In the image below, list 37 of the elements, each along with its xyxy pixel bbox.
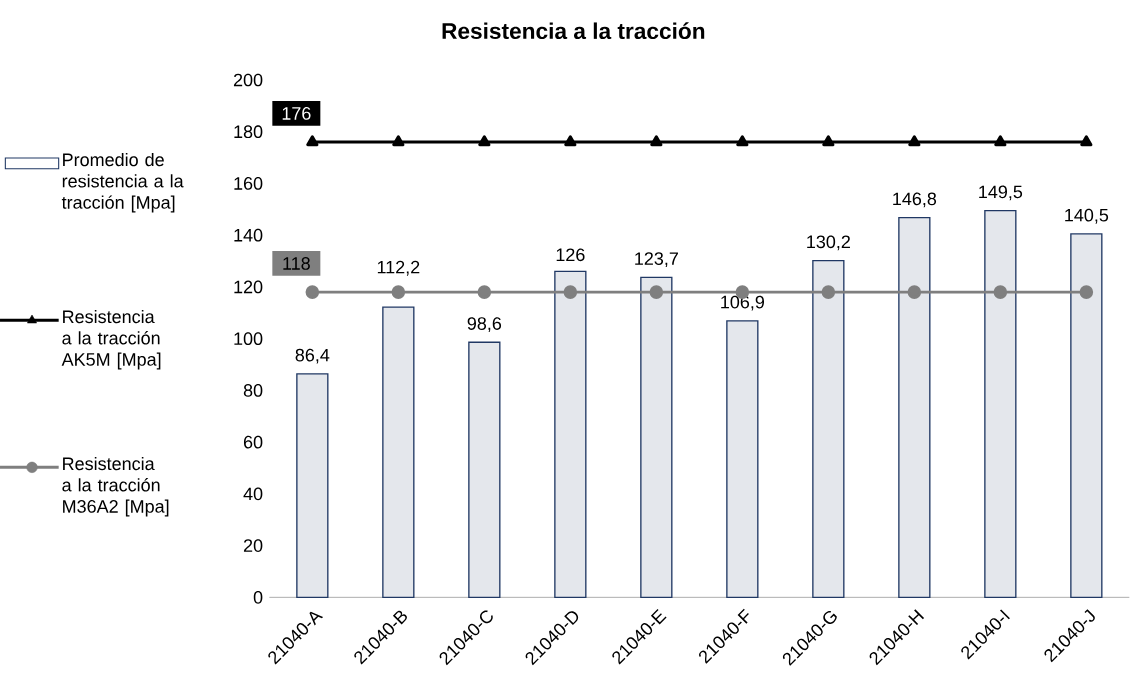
y-tick-label: 160 xyxy=(234,176,263,190)
y-tick-label: 20 xyxy=(243,539,263,552)
chart-title: Resistencia a la tracción xyxy=(442,22,705,39)
bar xyxy=(898,216,931,598)
bar xyxy=(984,209,1017,598)
y-tick-label: 80 xyxy=(243,383,263,397)
bar xyxy=(554,270,587,598)
y-tick-label: 180 xyxy=(234,125,263,138)
bar xyxy=(1070,233,1103,598)
bar xyxy=(726,319,759,598)
bar xyxy=(382,306,415,598)
bar xyxy=(640,276,673,598)
data-label: 86,4 xyxy=(295,348,330,364)
bar xyxy=(812,259,845,598)
y-tick-label: 0 xyxy=(253,590,263,604)
data-label: 149,5 xyxy=(979,185,1023,201)
data-label: 126 xyxy=(556,248,585,261)
data-label: 176 xyxy=(282,106,311,120)
data-label: 146,8 xyxy=(893,192,937,208)
y-tick-label: 100 xyxy=(234,332,263,345)
y-tick-label: 120 xyxy=(234,280,263,294)
y-tick-label: 60 xyxy=(243,435,263,449)
data-label: 98,6 xyxy=(467,316,502,332)
bar xyxy=(468,341,501,598)
data-label: 123,7 xyxy=(635,252,678,267)
legend-label: Resistencia a la tracción M36A2 [Mpa] xyxy=(62,456,169,517)
legend-label: Resistencia a la tracción AK5M [Mpa] xyxy=(61,309,161,370)
y-tick-label: 140 xyxy=(234,228,263,242)
bar xyxy=(296,373,329,598)
y-tick-label: 200 xyxy=(233,73,263,87)
data-label: 112,2 xyxy=(377,260,420,276)
legend-label: Promedio de resistencia a la tracción [Mpa] xyxy=(61,152,184,213)
data-label: 140,5 xyxy=(1065,208,1109,224)
data-label: 106,9 xyxy=(721,295,765,311)
y-tick-label: 40 xyxy=(243,487,263,501)
data-label: 130,2 xyxy=(807,235,850,251)
data-label: 118 xyxy=(283,256,310,270)
